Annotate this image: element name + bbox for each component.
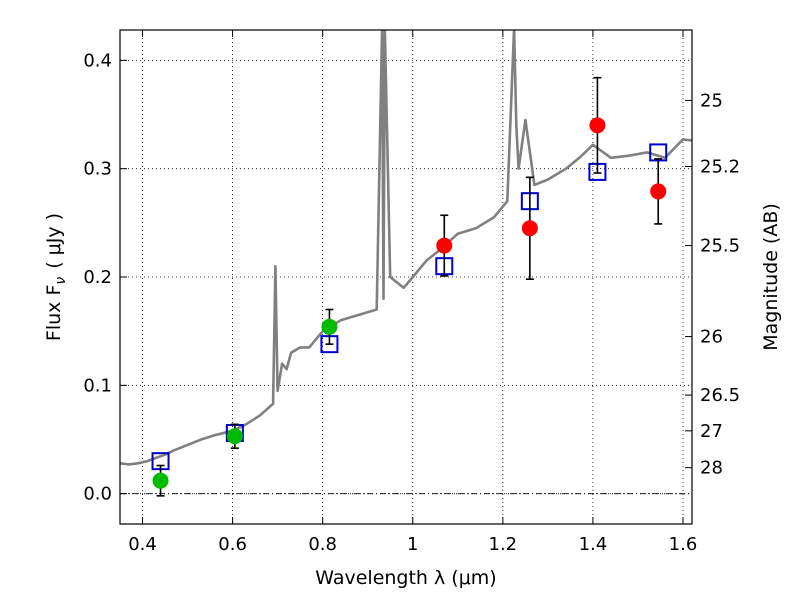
svg-text:Flux Fν( μJy ): Flux Fν ( μJy ): [43, 213, 69, 341]
axis-ticks: 0.4 0.6 0.8 1 1.2 1.4 1.6 0.0 0.1 0.2 0.3 0.4 25 25.2…: [83, 30, 740, 555]
data-point-marker: [436, 237, 453, 254]
x-tick-label: 1: [407, 534, 418, 555]
y-tick-label: 0.2: [83, 267, 112, 288]
y-axis-label-main: Flux F: [43, 285, 65, 341]
x-axis-label: Wavelength λ (μm): [315, 567, 496, 589]
y2-tick-label: 26.5: [700, 385, 740, 406]
axes-frame: [119, 29, 693, 525]
x-tick-label: 1.6: [669, 534, 698, 555]
y-axis-label: Flux Fν ( μJy ): [43, 213, 69, 341]
x-tick-label: 0.4: [128, 534, 157, 555]
grid-lines: [120, 30, 692, 524]
data-point-marker: [589, 117, 606, 134]
y2-tick-label: 28: [700, 458, 723, 479]
y-tick-label: 0.4: [83, 50, 112, 71]
x-tick-label: 1.4: [579, 534, 608, 555]
y-tick-label: 0.3: [83, 159, 112, 180]
y-axis-label-unit: ( μJy ): [43, 213, 65, 269]
y2-tick-label: 25: [700, 90, 723, 111]
x-tick-label: 0.6: [218, 534, 247, 555]
y2-tick-label: 25.2: [700, 157, 740, 178]
y2-tick-label: 27: [700, 421, 723, 442]
data-point-marker: [521, 220, 538, 237]
data-point-marker: [650, 183, 667, 200]
y-axis-label-sub: ν: [53, 277, 69, 285]
y2-axis-label: Magnitude (AB): [760, 203, 782, 351]
y-tick-label: 0.0: [83, 484, 112, 505]
x-tick-label: 0.8: [308, 534, 337, 555]
plot-area: [120, 30, 692, 497]
y-tick-label: 0.1: [83, 375, 112, 396]
data-point-marker: [321, 318, 338, 335]
y2-tick-label: 26: [700, 327, 723, 348]
data-point-marker: [152, 472, 169, 489]
x-tick-label: 1.2: [489, 534, 518, 555]
data-point-marker: [226, 428, 243, 445]
spectrum-line: [120, 30, 692, 466]
y2-tick-label: 25.5: [700, 236, 740, 257]
